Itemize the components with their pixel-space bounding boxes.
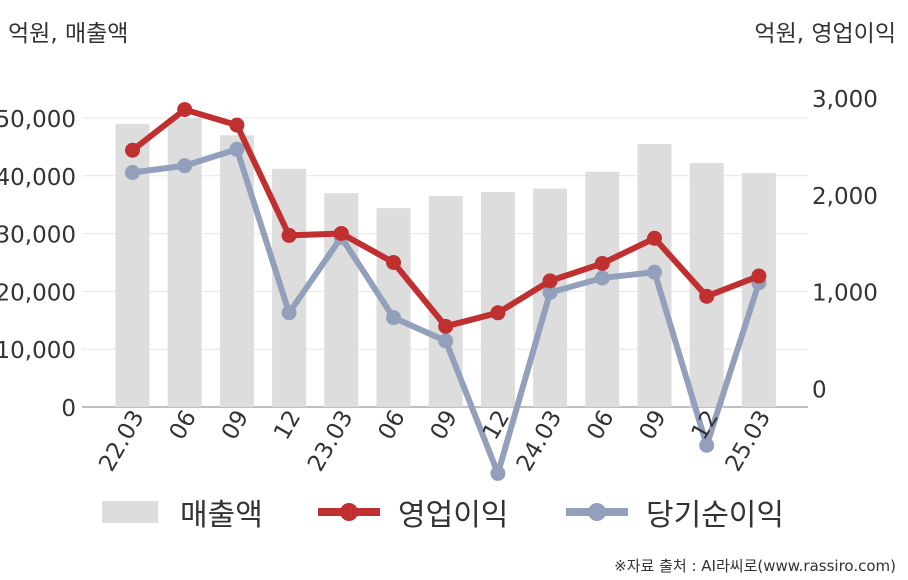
x-tick-label: 06 bbox=[582, 406, 619, 444]
point-net-income bbox=[594, 270, 610, 286]
point-operating-profit bbox=[542, 273, 558, 289]
point-operating-profit bbox=[229, 117, 245, 133]
point-operating-profit bbox=[699, 288, 715, 304]
legend-swatch-bar bbox=[102, 501, 158, 523]
legend-item-operating-profit: 영업이익 bbox=[318, 492, 509, 533]
left-axis-unit: 억원, 매출액 bbox=[8, 21, 129, 47]
right-axis-ticks: 0 1,000 2,000 3,000 bbox=[812, 87, 878, 403]
right-tick-label: 0 bbox=[812, 377, 827, 403]
point-operating-profit bbox=[177, 102, 193, 118]
point-net-income bbox=[699, 437, 715, 453]
point-net-income bbox=[438, 333, 454, 349]
point-net-income bbox=[490, 465, 506, 481]
x-tick-label: 09 bbox=[426, 406, 463, 444]
point-operating-profit bbox=[490, 305, 506, 321]
point-operating-profit bbox=[281, 227, 297, 243]
legend-item-sales: 매출액 bbox=[102, 492, 263, 533]
point-net-income bbox=[281, 305, 297, 321]
bar-sales bbox=[324, 193, 359, 407]
legend-label-net: 당기순이익 bbox=[646, 498, 784, 533]
point-operating-profit bbox=[438, 318, 454, 334]
left-axis-ticks: 0 10,000 20,000 30,000 40,000 50,000 bbox=[0, 107, 76, 422]
bar-sales bbox=[480, 191, 515, 407]
x-tick-label: 24.03 bbox=[512, 406, 567, 476]
legend-item-net-income: 당기순이익 bbox=[566, 492, 784, 533]
right-tick-label: 2,000 bbox=[812, 184, 878, 210]
x-tick-label: 09 bbox=[635, 406, 672, 444]
point-operating-profit bbox=[386, 254, 401, 270]
point-net-income bbox=[386, 310, 401, 326]
source-credit: ※자료 출처 : AI라씨로(www.rassiro.com) bbox=[614, 557, 896, 575]
x-tick-label: 06 bbox=[374, 406, 411, 444]
point-operating-profit bbox=[647, 230, 662, 246]
point-net-income bbox=[125, 164, 140, 180]
legend-label-sales: 매출액 bbox=[180, 498, 263, 533]
point-net-income bbox=[229, 141, 245, 157]
bar-sales bbox=[376, 208, 411, 407]
right-tick-label: 3,000 bbox=[812, 87, 878, 113]
bar-sales bbox=[219, 135, 254, 407]
left-tick-label: 10,000 bbox=[0, 338, 76, 364]
line-series bbox=[125, 102, 767, 481]
x-tick-label: 23.03 bbox=[303, 406, 358, 476]
point-operating-profit bbox=[333, 225, 349, 241]
x-tick-label: 09 bbox=[217, 406, 254, 444]
left-tick-label: 50,000 bbox=[0, 107, 76, 133]
point-operating-profit bbox=[751, 268, 767, 284]
x-tick-label: 25.03 bbox=[721, 406, 776, 476]
point-net-income bbox=[542, 284, 558, 300]
left-tick-label: 0 bbox=[61, 396, 76, 422]
point-operating-profit bbox=[594, 255, 610, 271]
x-tick-label: 12 bbox=[269, 406, 306, 444]
x-tick-label: 22.03 bbox=[94, 406, 149, 476]
right-tick-label: 1,000 bbox=[812, 281, 878, 307]
legend-label-op: 영업이익 bbox=[398, 498, 509, 533]
point-net-income bbox=[177, 158, 193, 174]
legend-swatch-net bbox=[566, 503, 628, 521]
left-tick-label: 30,000 bbox=[0, 223, 76, 249]
x-tick-label: 06 bbox=[165, 406, 202, 444]
legend-swatch-op bbox=[318, 503, 380, 521]
bar-series bbox=[115, 118, 776, 407]
point-operating-profit bbox=[125, 142, 140, 158]
bar-sales bbox=[585, 171, 620, 407]
point-net-income bbox=[647, 264, 662, 280]
left-tick-label: 40,000 bbox=[0, 165, 76, 191]
right-axis-unit: 억원, 영업이익 bbox=[754, 21, 896, 47]
left-tick-label: 20,000 bbox=[0, 280, 76, 306]
